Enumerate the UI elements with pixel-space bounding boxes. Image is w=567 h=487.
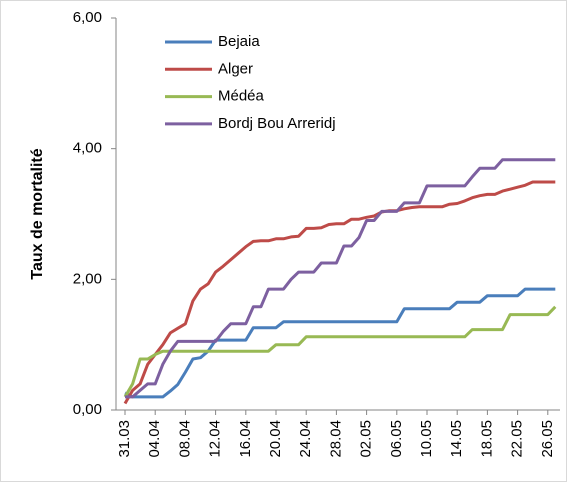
x-tick-label: 22.05 <box>509 420 526 458</box>
y-tick-label: 4,00 <box>73 140 102 157</box>
x-tick-label: 24.04 <box>297 420 314 458</box>
x-tick-label: 20.04 <box>267 420 284 458</box>
x-tick-label: 31.03 <box>116 420 133 458</box>
series-line <box>125 158 556 399</box>
legend-label: Bejaia <box>218 33 260 50</box>
x-tick-label: 06.05 <box>388 420 405 458</box>
x-tick-label: 26.05 <box>539 420 556 458</box>
y-tick-label: 6,00 <box>73 9 102 26</box>
x-tick-label: 10.05 <box>418 420 435 458</box>
series-line <box>124 287 556 399</box>
series-line <box>123 305 557 398</box>
x-tick-label: 14.05 <box>448 420 465 458</box>
x-tick-label: 08.04 <box>176 420 193 458</box>
y-tick-label: 2,00 <box>73 270 102 287</box>
series-line <box>123 180 556 405</box>
legend-label: Bordj Bou Arreridj <box>218 115 336 132</box>
x-tick-label: 02.05 <box>358 420 375 458</box>
legend-label: Médéa <box>218 88 265 105</box>
y-tick-label: 0,00 <box>73 401 102 418</box>
x-tick-label: 18.05 <box>478 420 495 458</box>
x-tick-label: 12.04 <box>207 420 224 458</box>
y-axis-label: Taux de mortalité <box>29 148 46 279</box>
x-tick-label: 04.04 <box>146 420 163 458</box>
x-tick-label: 28.04 <box>327 420 344 458</box>
x-tick-label: 16.04 <box>237 420 254 458</box>
legend-label: Alger <box>218 60 253 77</box>
